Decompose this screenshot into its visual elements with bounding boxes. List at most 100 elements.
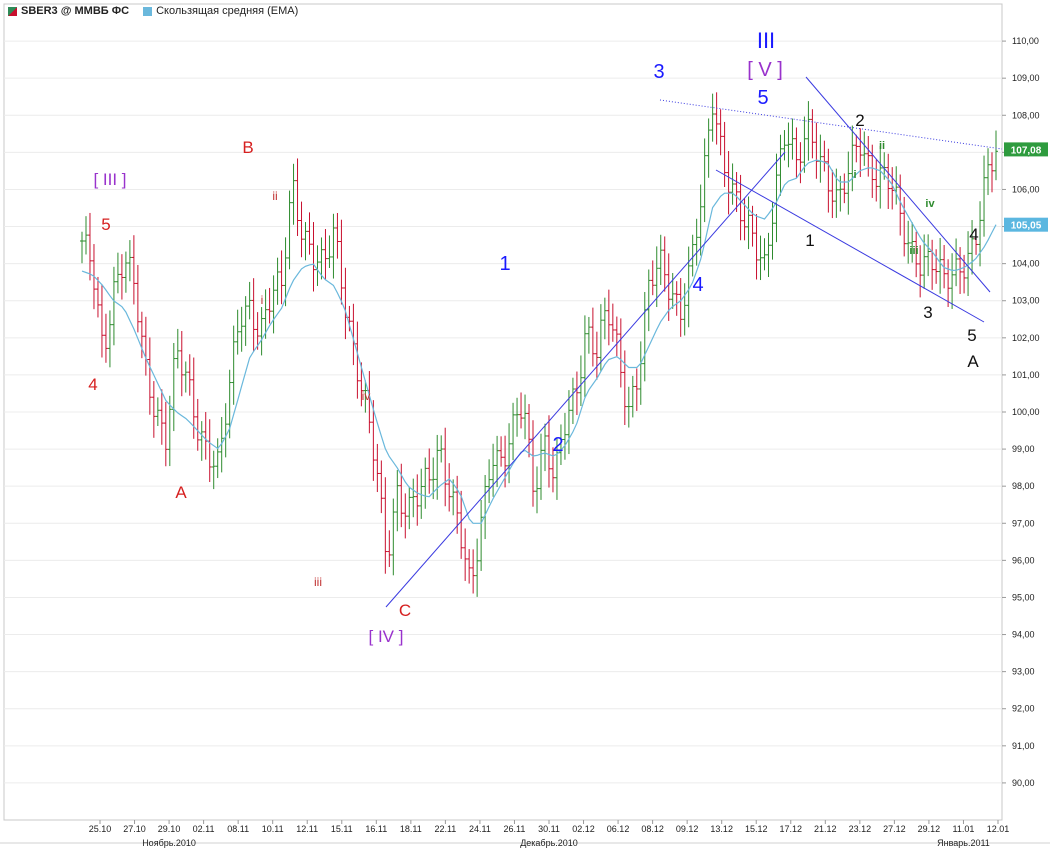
ohlc-bar <box>319 237 324 280</box>
y-tick-label: 90,00 <box>1012 778 1035 788</box>
ohlc-bar <box>463 528 468 581</box>
ohlc-bar <box>167 395 172 467</box>
ohlc-bar <box>107 310 112 368</box>
wave-label: 1 <box>499 253 510 275</box>
ohlc-bar <box>634 368 639 411</box>
ohlc-bar <box>562 412 567 460</box>
wave-label: 1 <box>805 231 814 250</box>
x-tick-label: 02.11 <box>193 824 215 834</box>
ohlc-bar <box>111 266 116 346</box>
price-badge-label: 105,05 <box>1011 221 1042 232</box>
instrument-swatch-icon <box>8 6 17 16</box>
y-tick-label: 100,00 <box>1012 407 1040 417</box>
y-tick-label: 106,00 <box>1012 184 1040 194</box>
wave-label: 5 <box>101 215 110 234</box>
ohlc-bar <box>834 168 839 218</box>
ohlc-bar <box>886 153 891 209</box>
ohlc-bar <box>730 163 735 205</box>
ohlc-bar <box>706 118 711 178</box>
trend-line <box>385 151 786 608</box>
ohlc-bar <box>766 232 771 278</box>
legend-instrument-label: SBER3 @ ММВБ ФС <box>21 5 130 17</box>
ohlc-bar <box>187 354 192 396</box>
wave-label: C <box>399 601 411 620</box>
wave-label: 5 <box>967 326 976 345</box>
ohlc-bar <box>215 438 220 479</box>
y-tick-label: 91,00 <box>1012 741 1035 751</box>
trend-line <box>659 99 1003 150</box>
ohlc-bar <box>606 289 611 346</box>
ohlc-bar <box>654 246 659 308</box>
ema-swatch-icon <box>143 6 153 16</box>
ohlc-bar <box>179 331 184 397</box>
x-tick-label: 10.11 <box>262 824 284 834</box>
y-tick-label: 94,00 <box>1012 630 1035 640</box>
ohlc-bar <box>902 196 907 257</box>
month-label: Ноябрь.2010 <box>142 838 196 848</box>
wave-label: B <box>242 138 253 157</box>
ohlc-bar <box>119 254 124 300</box>
ohlc-bar <box>970 220 975 275</box>
ohlc-bar <box>307 212 312 255</box>
ohlc-bar <box>507 423 512 484</box>
ohlc-bar <box>331 213 336 279</box>
ohlc-bar <box>303 222 308 261</box>
ohlc-bar <box>602 297 607 340</box>
ohlc-bar <box>790 118 795 160</box>
y-tick-label: 96,00 <box>1012 555 1035 565</box>
ohlc-bar <box>139 311 144 359</box>
x-tick-label: 06.12 <box>607 824 630 834</box>
ohlc-bar <box>443 427 448 507</box>
y-tick-label: 95,00 <box>1012 592 1035 602</box>
ohlc-bar <box>123 251 128 293</box>
ohlc-bar <box>99 284 104 358</box>
ohlc-bar <box>131 235 136 305</box>
x-tick-label: 21.12 <box>814 824 837 834</box>
ohlc-bar <box>363 380 368 413</box>
y-tick-label: 108,00 <box>1012 110 1040 120</box>
ohlc-bar <box>479 499 484 571</box>
ohlc-bar <box>379 460 384 514</box>
ohlc-bar <box>455 475 460 534</box>
ohlc-bar <box>275 257 280 305</box>
y-tick-label: 97,00 <box>1012 518 1035 528</box>
ohlc-bar <box>738 174 743 241</box>
ohlc-bar <box>299 201 304 258</box>
y-tick-label: 104,00 <box>1012 259 1040 269</box>
ohlc-bar <box>335 212 340 259</box>
ohlc-bar <box>906 220 911 264</box>
ohlc-bar <box>415 474 420 526</box>
ohlc-bar <box>946 259 951 307</box>
wave-label: A <box>175 483 187 502</box>
wave-label: 5 <box>757 87 768 109</box>
ohlc-bar <box>515 397 520 437</box>
ohlc-bar <box>327 235 332 269</box>
ohlc-bar <box>958 247 963 294</box>
ohlc-bar <box>626 386 631 428</box>
ohlc-bar <box>151 381 156 438</box>
ohlc-bar <box>375 443 380 493</box>
ohlc-bar <box>758 235 763 281</box>
y-tick-label: 93,00 <box>1012 667 1035 677</box>
wave-label: iii <box>314 575 322 589</box>
ohlc-bar <box>594 331 599 380</box>
ohlc-bar <box>239 306 244 352</box>
ohlc-bar <box>746 196 751 250</box>
ohlc-bar <box>670 272 675 309</box>
ohlc-bar <box>311 222 316 292</box>
x-tick-label: 09.12 <box>676 824 699 834</box>
ema-line <box>81 159 997 524</box>
ohlc-bar <box>451 479 456 516</box>
ohlc-bar <box>566 390 571 455</box>
ohlc-bar <box>694 218 699 266</box>
ohlc-bar <box>427 448 432 494</box>
ohlc-bar <box>678 278 683 337</box>
ohlc-bar <box>578 355 583 406</box>
ohlc-bar <box>870 144 875 198</box>
ohlc-bar <box>407 486 412 530</box>
ohlc-bar <box>650 260 655 296</box>
ohlc-bar <box>994 130 999 181</box>
wave-label: iii <box>909 245 918 257</box>
x-tick-label: 26.11 <box>504 824 526 834</box>
